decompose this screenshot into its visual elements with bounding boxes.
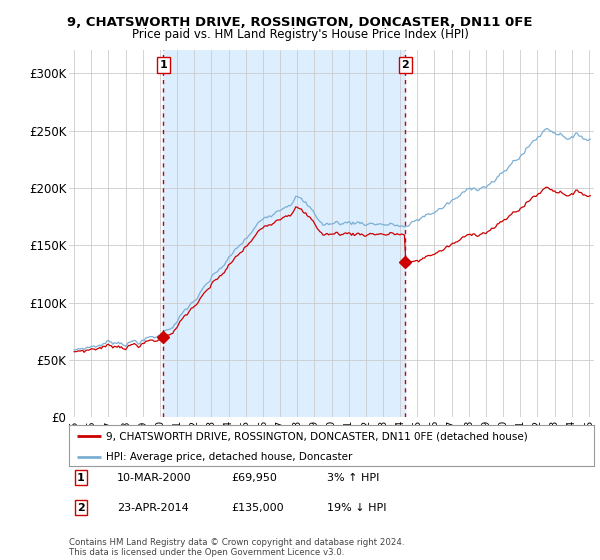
Text: 2: 2	[77, 503, 85, 513]
Text: 2: 2	[401, 60, 409, 70]
Text: 19% ↓ HPI: 19% ↓ HPI	[327, 503, 386, 513]
Text: £69,950: £69,950	[231, 473, 277, 483]
Text: HPI: Average price, detached house, Doncaster: HPI: Average price, detached house, Donc…	[106, 451, 352, 461]
Text: 23-APR-2014: 23-APR-2014	[117, 503, 189, 513]
Text: 10-MAR-2000: 10-MAR-2000	[117, 473, 191, 483]
Text: £135,000: £135,000	[231, 503, 284, 513]
Bar	[163, 50, 406, 417]
Text: Contains HM Land Registry data © Crown copyright and database right 2024.
This d: Contains HM Land Registry data © Crown c…	[69, 538, 404, 557]
Text: Price paid vs. HM Land Registry's House Price Index (HPI): Price paid vs. HM Land Registry's House …	[131, 28, 469, 41]
Text: 9, CHATSWORTH DRIVE, ROSSINGTON, DONCASTER, DN11 0FE: 9, CHATSWORTH DRIVE, ROSSINGTON, DONCAST…	[67, 16, 533, 29]
Text: 9, CHATSWORTH DRIVE, ROSSINGTON, DONCASTER, DN11 0FE (detached house): 9, CHATSWORTH DRIVE, ROSSINGTON, DONCAST…	[106, 431, 527, 441]
Text: 1: 1	[77, 473, 85, 483]
Text: 1: 1	[160, 60, 167, 70]
Text: 3% ↑ HPI: 3% ↑ HPI	[327, 473, 379, 483]
